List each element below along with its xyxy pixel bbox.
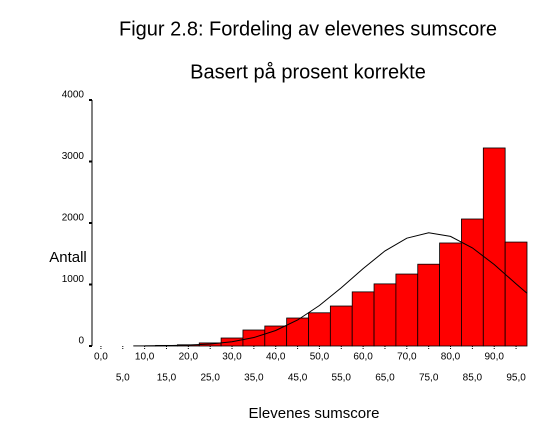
bar bbox=[374, 284, 396, 346]
bar bbox=[461, 219, 483, 346]
x-tick-label: 10,0 bbox=[135, 352, 155, 363]
x-tick-label: 0,0 bbox=[94, 352, 108, 363]
bar bbox=[418, 264, 440, 346]
x-tick-label: 30,0 bbox=[222, 352, 242, 363]
bar bbox=[265, 326, 287, 346]
x-tick-label: 5,0 bbox=[116, 373, 130, 384]
bar bbox=[396, 274, 418, 346]
x-tick-label: 50,0 bbox=[310, 352, 330, 363]
bar bbox=[287, 318, 309, 346]
bar bbox=[352, 292, 374, 346]
x-tick-label: 15,0 bbox=[157, 373, 177, 384]
x-tick-label: 25,0 bbox=[200, 373, 220, 384]
x-tick-label: 90,0 bbox=[484, 352, 504, 363]
x-tick-label: 75,0 bbox=[419, 373, 439, 384]
chart-subtitle: Basert på prosent korrekte bbox=[190, 61, 426, 83]
bar bbox=[330, 306, 352, 346]
bar bbox=[483, 148, 505, 346]
bar bbox=[505, 242, 527, 346]
x-tick-label: 70,0 bbox=[397, 352, 417, 363]
x-tick-label: 65,0 bbox=[375, 373, 395, 384]
x-axis-label: Elevenes sumscore bbox=[249, 405, 380, 422]
x-tick-label: 20,0 bbox=[179, 352, 199, 363]
x-tick-label: 40,0 bbox=[266, 352, 286, 363]
x-tick-label: 80,0 bbox=[441, 352, 461, 363]
x-tick-label: 55,0 bbox=[332, 373, 352, 384]
x-tick-label: 85,0 bbox=[463, 373, 483, 384]
y-tick-label: 4000 bbox=[62, 90, 85, 101]
bar bbox=[440, 243, 462, 346]
y-tick-label: 3000 bbox=[62, 151, 85, 162]
y-axis-label: Antall bbox=[49, 249, 87, 266]
x-tick-label: 45,0 bbox=[288, 373, 308, 384]
x-tick-label: 60,0 bbox=[353, 352, 373, 363]
y-tick-label: 2000 bbox=[62, 213, 85, 224]
y-tick-label: 1000 bbox=[62, 274, 85, 285]
x-tick-label: 35,0 bbox=[244, 373, 264, 384]
chart-title: Figur 2.8: Fordeling av elevenes sumscor… bbox=[119, 18, 497, 40]
y-tick-label: 0 bbox=[78, 336, 84, 347]
bar bbox=[309, 313, 331, 346]
x-tick-label: 95,0 bbox=[506, 373, 526, 384]
